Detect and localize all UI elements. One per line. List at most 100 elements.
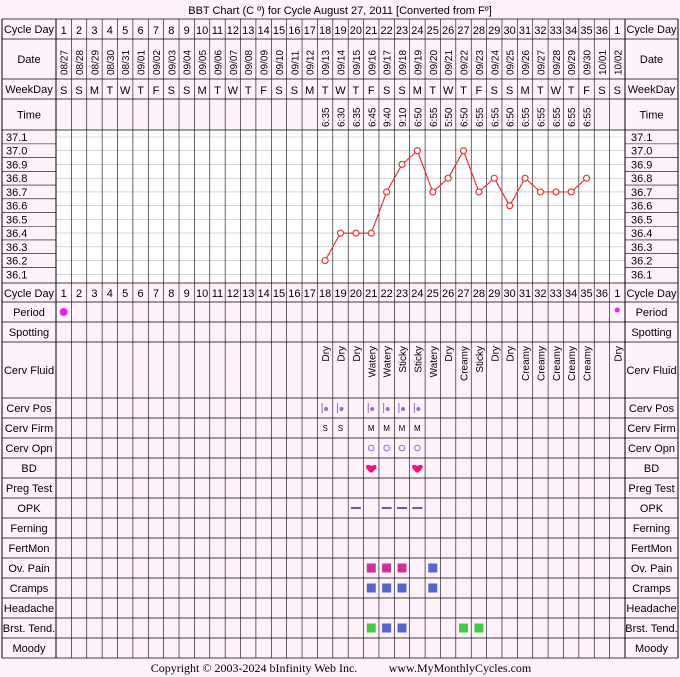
cycle-day-label: 29 [488, 288, 500, 300]
row-label: Headache [4, 603, 54, 615]
cycle-day-label: 10 [196, 25, 208, 37]
label-cycle-day-bottom: Cycle Day [4, 288, 55, 300]
cerv-fluid-label: Sticky [398, 346, 409, 373]
cerv-fluid-label: Watery [383, 346, 394, 377]
date-label: 09/20 [429, 50, 440, 75]
label-date: Date [17, 54, 40, 66]
date-label: 09/15 [352, 50, 363, 75]
weekday-label: S [275, 85, 282, 97]
weekday-label: S [291, 85, 298, 97]
date-label: 08/28 [75, 50, 86, 75]
weekday-label: W [335, 85, 346, 97]
temp-tick-right: 36.8 [631, 173, 652, 185]
cycle-day-label: 20 [350, 288, 362, 300]
date-label: 09/03 [167, 50, 178, 75]
row-label: Cerv Firm [5, 423, 53, 435]
cerv-pos-dot [339, 407, 344, 411]
cerv-pos-dot [401, 407, 406, 411]
time-label: 6:50 [460, 107, 471, 127]
label-cycle_day-right: Cycle Day [626, 24, 677, 36]
cycle-day-label: 12 [227, 288, 239, 300]
cycle-day-label: 11 [212, 25, 223, 37]
cerv-fluid-label: Creamy [567, 346, 578, 381]
date-label: 09/25 [506, 50, 517, 75]
symptom-square [397, 563, 407, 573]
temp-point [444, 174, 452, 182]
time-label: 9:10 [398, 107, 409, 127]
weekday-label: S [398, 85, 405, 97]
row-label-right: Cerv Firm [627, 423, 675, 435]
cycle-day-label: 1 [61, 288, 67, 300]
cerv-fluid-label: Creamy [521, 346, 532, 381]
date-label: 09/07 [229, 50, 240, 75]
date-label: 09/13 [321, 50, 332, 75]
date-label: 08/27 [60, 50, 71, 75]
temp-tick-right: 37.0 [631, 146, 652, 158]
temp-point [506, 202, 514, 210]
label-time: Time [17, 110, 41, 122]
time-label: 6:55 [521, 107, 532, 127]
temp-tick-left: 36.1 [6, 269, 27, 281]
time-label: 6:55 [583, 107, 594, 127]
date-label: 09/19 [413, 50, 424, 75]
temp-tick-left: 36.4 [6, 228, 27, 240]
cycle-day-label: 8 [168, 288, 174, 300]
time-label: 6:35 [321, 107, 332, 127]
temp-tick-left: 36.6 [6, 201, 27, 213]
cerv-firm-letter: M [368, 424, 375, 433]
date-label: 09/02 [152, 50, 163, 75]
time-label: 6:55 [475, 107, 486, 127]
weekday-label: T [537, 85, 544, 97]
cycle-day-label: 7 [153, 288, 159, 300]
row-label: Cerv Fluid [4, 365, 54, 377]
cerv-fluid-label: Dry [490, 346, 501, 362]
date-label: 09/09 [260, 50, 271, 75]
weekday-label: S [168, 85, 175, 97]
temp-tick-right: 36.3 [631, 242, 652, 254]
date-label: 09/28 [552, 50, 563, 75]
weekday-label: S [75, 85, 82, 97]
weekday-label: M [305, 85, 314, 97]
cerv-fluid-label: Dry [613, 346, 624, 362]
row-label-right: Moody [635, 643, 669, 655]
time-label: 6:55 [536, 107, 547, 127]
cycle-day-label: 22 [381, 288, 393, 300]
cerv-pos-dot [370, 407, 375, 411]
temp-tick-left: 36.5 [6, 214, 27, 226]
footer-copyright: Copyright © 2003-2024 bInfinity Web Inc. [151, 661, 358, 675]
cycle-day-label: 24 [411, 25, 423, 37]
label-time-right: Time [639, 110, 663, 122]
cycle-day-label: 1 [61, 25, 67, 37]
date-label: 09/26 [521, 50, 532, 75]
cycle-day-label: 14 [257, 25, 269, 37]
cycle-day-label: 5 [122, 25, 128, 37]
temp-point [336, 229, 345, 237]
weekday-label: F [368, 85, 375, 97]
cycle-day-label: 26 [442, 25, 454, 37]
cycle-day-label: 9 [184, 25, 190, 37]
cycle-day-label: 2 [76, 25, 82, 37]
date-label: 09/16 [367, 50, 378, 75]
period-dot [614, 307, 620, 313]
temp-tick-left: 36.9 [6, 159, 27, 171]
row-label-right: Cramps [632, 583, 671, 595]
row-label-right: Period [636, 307, 668, 319]
weekday-label: T [137, 85, 144, 97]
cycle-day-label: 14 [257, 288, 269, 300]
date-label: 09/24 [490, 50, 501, 75]
cycle-day-label: 16 [288, 288, 300, 300]
symptom-square [382, 623, 392, 633]
row-label-right: BD [644, 463, 659, 475]
weekday-label: T [460, 85, 467, 97]
temp-point [429, 188, 437, 196]
cycle-day-label: 7 [153, 25, 159, 37]
cycle-day-label: 8 [168, 25, 174, 37]
cerv-fluid-label: Creamy [460, 346, 471, 381]
symptom-square [382, 583, 392, 593]
row-label-right: Cerv Fluid [626, 365, 676, 377]
row-label-right: Cerv Pos [629, 403, 675, 415]
cerv-firm-letter: S [338, 424, 343, 433]
temp-point [398, 160, 406, 169]
temp-tick-right: 36.9 [631, 159, 652, 171]
